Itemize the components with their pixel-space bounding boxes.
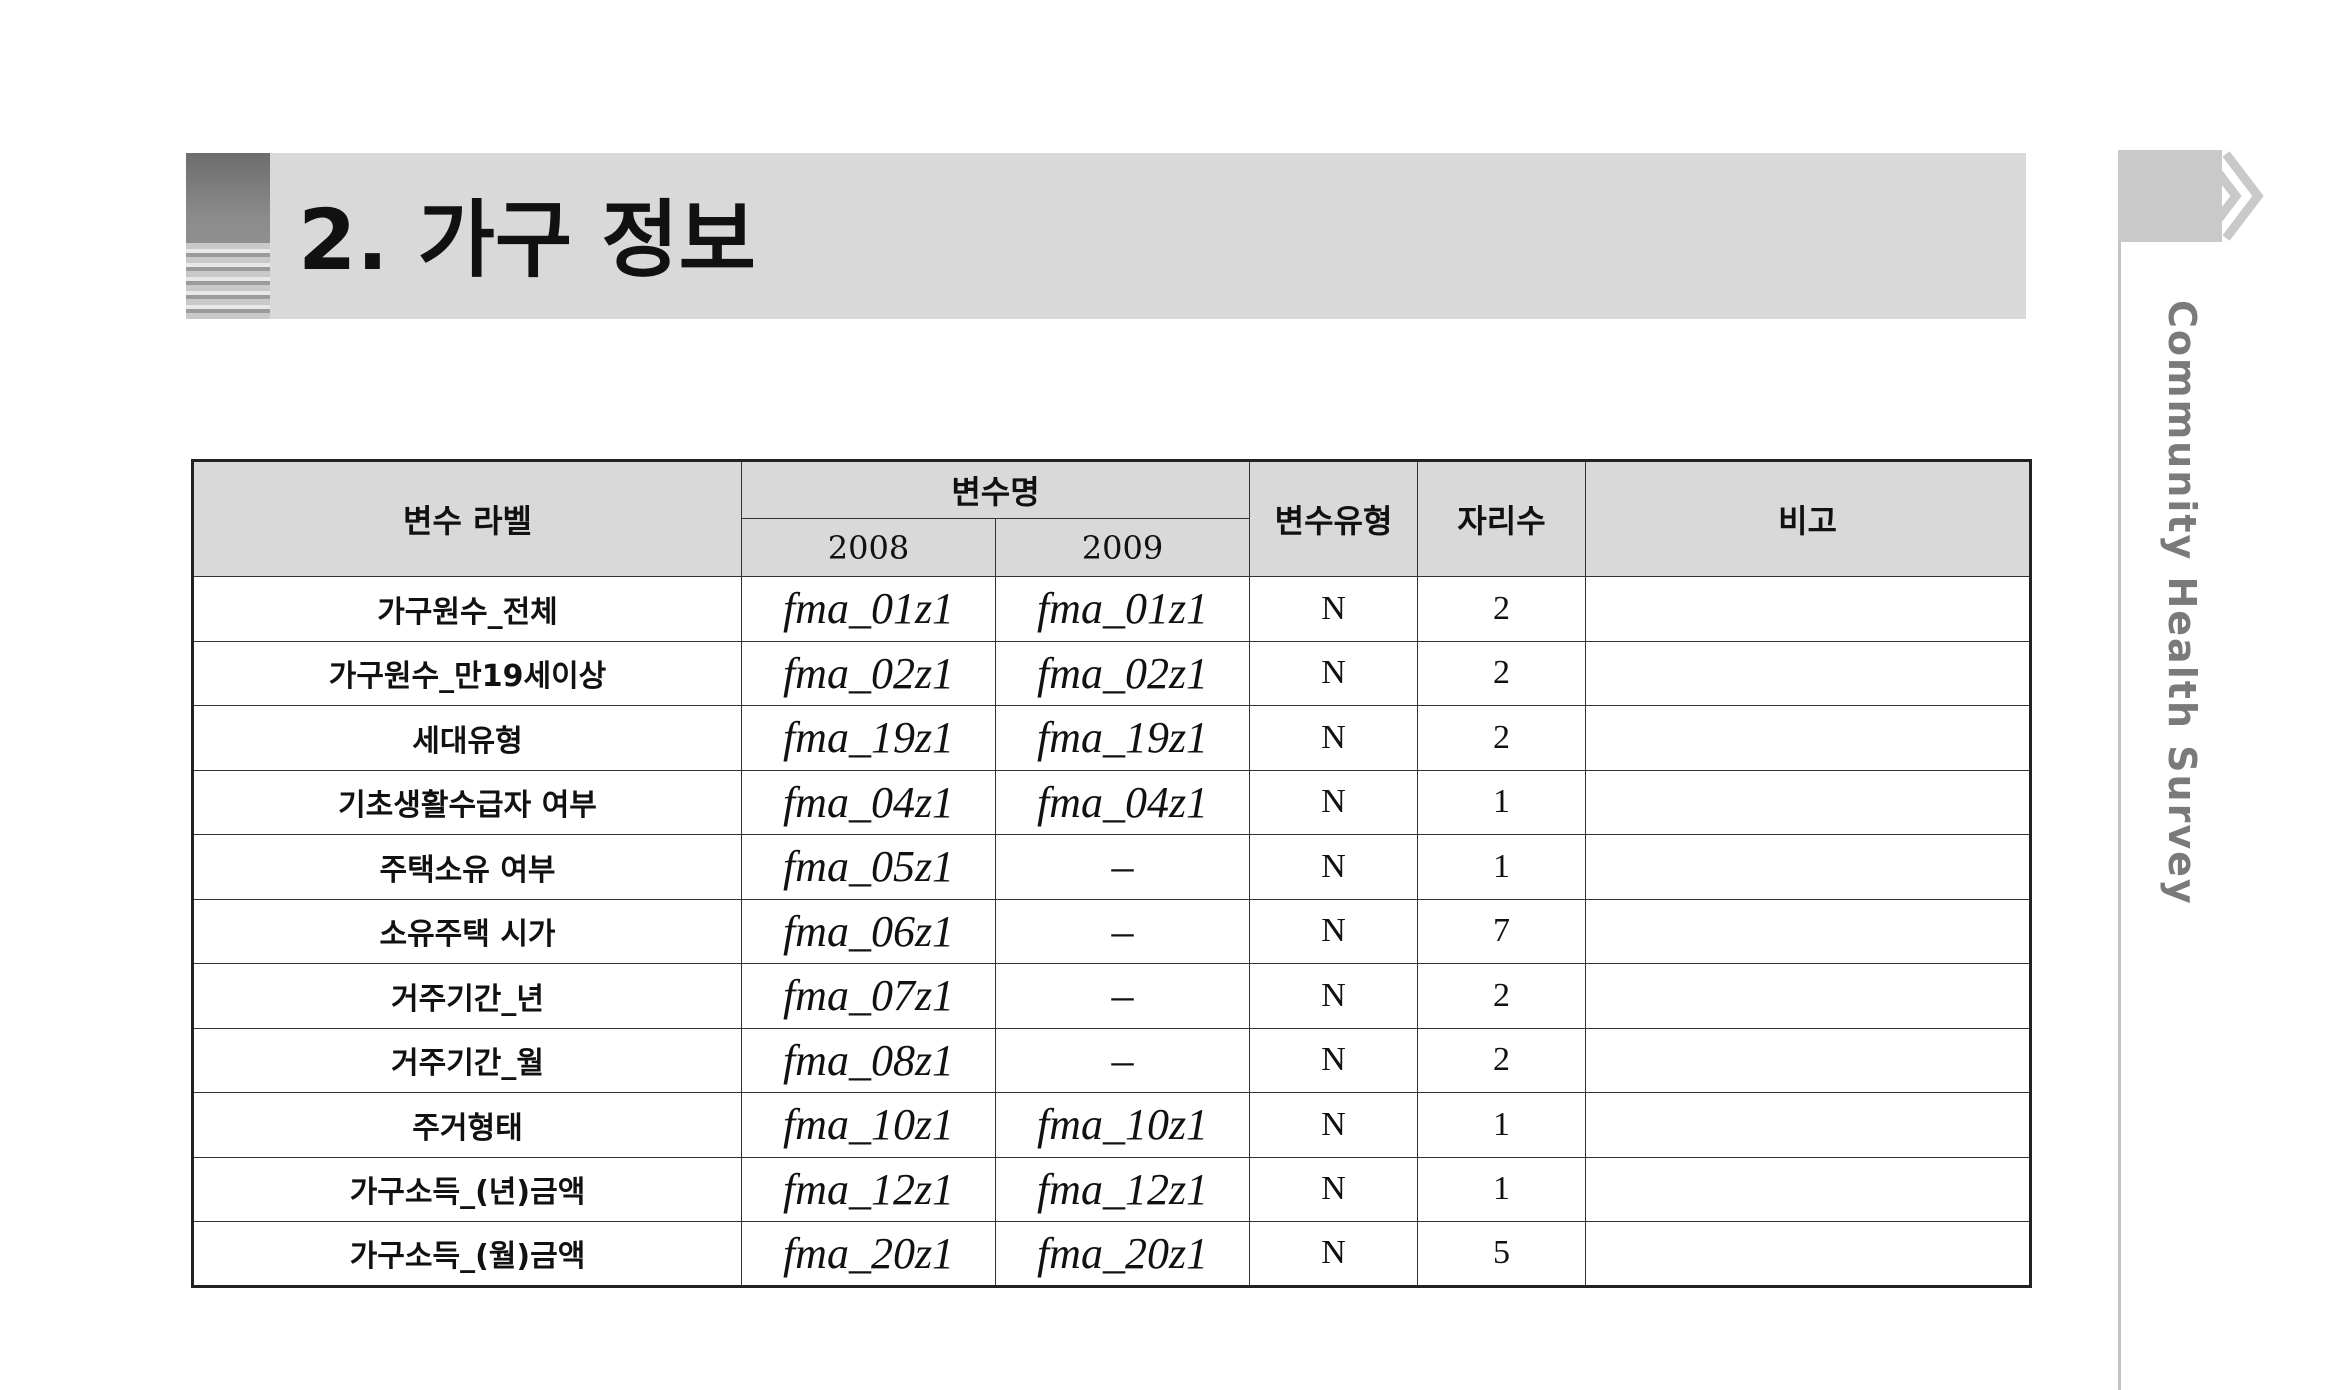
cell-digits: 1 — [1417, 769, 1587, 835]
table-row: 주택소유 여부 fma_05z1– N 1 — [192, 834, 2032, 900]
cell-variable-label: 거주기간_년 — [192, 963, 742, 1029]
header-type: 변수유형 — [1249, 460, 1419, 577]
cell-note — [1585, 1221, 2032, 1287]
table-row: 주거형태 fma_10z1 fma_10z1 N 1 — [192, 1092, 2032, 1158]
cell-varname-2008: fma_07z1 — [741, 963, 996, 1029]
page-title: 2. 가구 정보 — [298, 191, 756, 289]
table-row: 가구소득_(월)금액 fma_20z1 fma_20z1 N 5 — [192, 1221, 2032, 1287]
cell-digits: 1 — [1417, 834, 1587, 900]
cell-digits: 1 — [1417, 1156, 1587, 1222]
cell-note — [1585, 1092, 2032, 1158]
cell-note — [1585, 1027, 2032, 1093]
cell-digits: 2 — [1417, 576, 1587, 642]
cell-variable-type: N — [1249, 898, 1419, 964]
cell-variable-type: N — [1249, 834, 1419, 900]
cell-varname-2009: fma_12z1 — [994, 1156, 1251, 1222]
cell-digits: 7 — [1417, 898, 1587, 964]
cell-note — [1585, 834, 2032, 900]
table-row: 가구소득_(년)금액 fma_12z1 fma_12z1 N 1 — [192, 1156, 2032, 1222]
title-bar — [186, 153, 2026, 319]
cell-variable-type: N — [1249, 1092, 1419, 1158]
cell-varname-2009: fma_10z1 — [994, 1092, 1251, 1158]
cell-digits: 5 — [1417, 1221, 1587, 1287]
cell-varname-2009: fma_19z1 — [994, 705, 1251, 771]
cell-variable-label: 주거형태 — [192, 1092, 742, 1158]
cell-varname-2008: fma_06z1 — [741, 898, 996, 964]
header-varname: 변수명 — [740, 460, 1251, 519]
cell-varname-2008: fma_10z1 — [741, 1092, 996, 1158]
header-year-2009: 2009 — [994, 518, 1251, 577]
cell-varname-2008: fma_04z1 — [741, 769, 996, 835]
cell-variable-type: N — [1249, 1221, 1419, 1287]
cell-variable-label: 가구원수_전체 — [192, 576, 742, 642]
double-chevron-right-icon — [2200, 151, 2264, 241]
cell-note — [1585, 576, 2032, 642]
cell-variable-type: N — [1249, 963, 1419, 1029]
cell-digits: 2 — [1417, 705, 1587, 771]
sidebar-label: Community Health Survey — [2160, 300, 2204, 906]
title-decoration — [186, 153, 270, 319]
cell-digits: 1 — [1417, 1092, 1587, 1158]
cell-variable-label: 세대유형 — [192, 705, 742, 771]
cell-varname-2008: fma_12z1 — [741, 1156, 996, 1222]
cell-variable-type: N — [1249, 640, 1419, 706]
header-digits: 자리수 — [1417, 460, 1587, 577]
cell-varname-2009: – — [994, 898, 1251, 964]
cell-note — [1585, 769, 2032, 835]
table-body: 가구원수_전체 fma_01z1 fma_01z1 N 2 가구원수_만19세이상 fma_… — [192, 576, 2032, 1287]
cell-varname-2009: – — [994, 1027, 1251, 1093]
variable-table: 변수 라벨 변수명 변수유형 자리수 비고 2008 2009 가구원수_전체 f… — [191, 459, 2033, 1288]
cell-note — [1585, 898, 2032, 964]
cell-varname-2008: fma_05z1 — [741, 834, 996, 900]
table-row: 가구원수_전체 fma_01z1 fma_01z1 N 2 — [192, 576, 2032, 642]
cell-varname-2009: fma_02z1 — [994, 640, 1251, 706]
table-row: 소유주택 시가 fma_06z1– N 7 — [192, 898, 2032, 964]
cell-varname-2008: fma_20z1 — [741, 1221, 996, 1287]
cell-variable-label: 가구원수_만19세이상 — [192, 640, 742, 706]
cell-varname-2008: fma_08z1 — [741, 1027, 996, 1093]
cell-variable-type: N — [1249, 1156, 1419, 1222]
cell-varname-2009: – — [994, 963, 1251, 1029]
cell-varname-2009: – — [994, 834, 1251, 900]
cell-note — [1585, 963, 2032, 1029]
cell-variable-label: 기초생활수급자 여부 — [192, 769, 742, 835]
cell-varname-2009: fma_01z1 — [994, 576, 1251, 642]
cell-digits: 2 — [1417, 963, 1587, 1029]
table-row: 가구원수_만19세이상 fma_02z1 fma_02z1 N 2 — [192, 640, 2032, 706]
header-year-2008: 2008 — [741, 518, 996, 577]
cell-varname-2009: fma_04z1 — [994, 769, 1251, 835]
sidebar-tab — [2118, 150, 2222, 242]
table-row: 거주기간_월 fma_08z1– N 2 — [192, 1027, 2032, 1093]
table-row: 세대유형 fma_19z1 fma_19z1 N 2 — [192, 705, 2032, 771]
cell-digits: 2 — [1417, 1027, 1587, 1093]
cell-varname-2008: fma_19z1 — [741, 705, 996, 771]
cell-varname-2008: fma_01z1 — [741, 576, 996, 642]
table-row: 거주기간_년 fma_07z1– N 2 — [192, 963, 2032, 1029]
cell-note — [1585, 1156, 2032, 1222]
cell-varname-2008: fma_02z1 — [741, 640, 996, 706]
cell-variable-label: 주택소유 여부 — [192, 834, 742, 900]
cell-note — [1585, 640, 2032, 706]
cell-variable-type: N — [1249, 576, 1419, 642]
cell-variable-label: 소유주택 시가 — [192, 898, 742, 964]
cell-variable-type: N — [1249, 1027, 1419, 1093]
sidebar-divider — [2118, 242, 2121, 1390]
cell-variable-type: N — [1249, 705, 1419, 771]
cell-variable-type: N — [1249, 769, 1419, 835]
header-note: 비고 — [1585, 460, 2032, 577]
cell-varname-2009: fma_20z1 — [994, 1221, 1251, 1287]
title-decoration-stripes — [186, 243, 270, 319]
cell-variable-label: 가구소득_(월)금액 — [192, 1221, 742, 1287]
cell-variable-label: 가구소득_(년)금액 — [192, 1156, 742, 1222]
cell-variable-label: 거주기간_월 — [192, 1027, 742, 1093]
header-label: 변수 라벨 — [192, 460, 742, 577]
cell-note — [1585, 705, 2032, 771]
cell-digits: 2 — [1417, 640, 1587, 706]
table-row: 기초생활수급자 여부 fma_04z1 fma_04z1 N 1 — [192, 769, 2032, 835]
